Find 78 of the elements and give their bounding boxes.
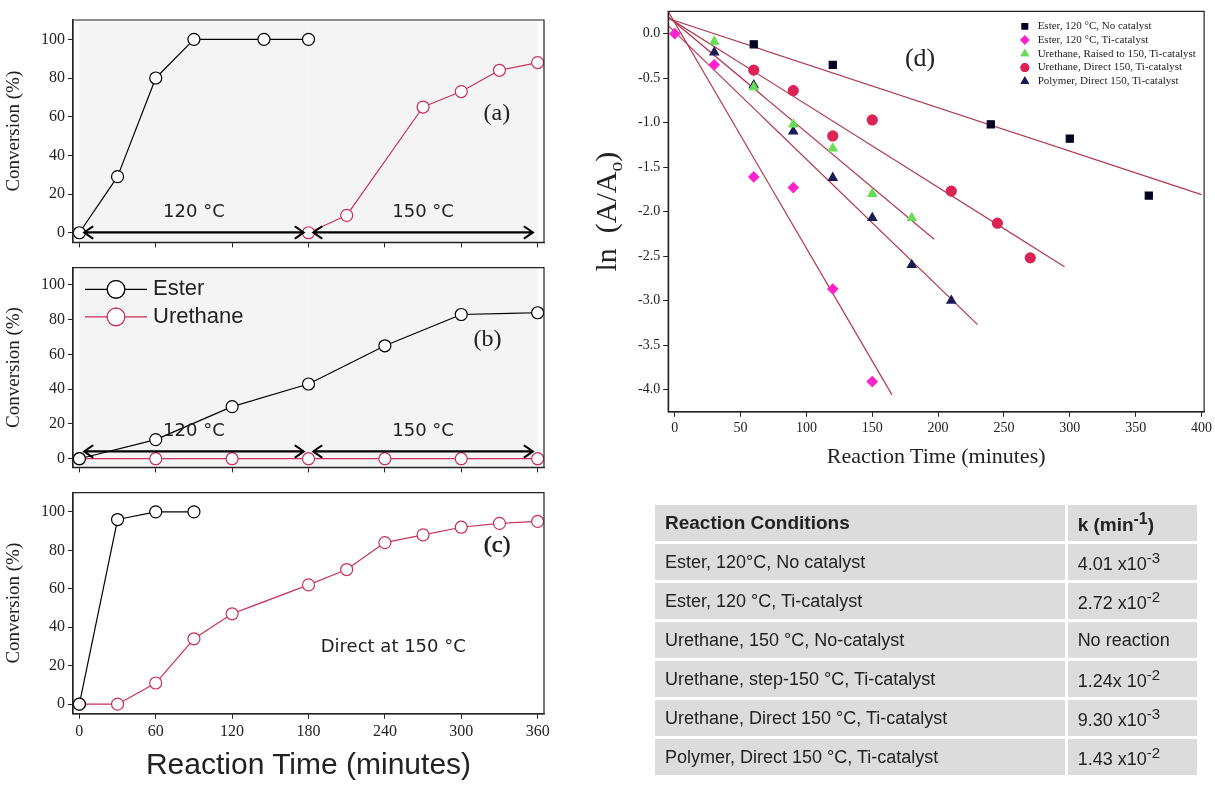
band-label: 150 °C [392,200,454,222]
text: 4.01 x10$^{-3}$ [1067,544,1197,580]
legend-label: Ester, 120 °C, No catalyst [1037,19,1152,32]
y-axis-title: Conversion (%) [1,542,24,664]
annotation: (a) [483,98,511,125]
x-tick-label: 200 [927,419,949,435]
x-axis-title: Reaction Time (minutes) [826,442,1046,468]
x-tick-label: 120 [220,721,245,739]
y-tick-label: 80 [49,540,65,558]
x-tick-label: 50 [733,419,748,435]
y-tick-label: -4.0 [637,381,661,397]
legend-label: Urethane, Direct 150, Ti-catalyst [1037,60,1183,73]
x-tick-label: 0 [75,721,84,739]
y-tick-label: -0.5 [637,69,661,85]
y-tick-label: 80 [49,309,65,327]
y-axis-title: Conversion (%) [1,307,24,428]
y-tick-label: 60 [49,344,65,362]
y-axis-title: ln (A/Ao) [588,151,627,272]
annotation: (b) [473,324,502,351]
legend-label: Ester [153,275,205,301]
y-tick-label: 0 [57,694,65,712]
text: Reaction Conditions [655,505,1065,541]
text: 9.30 x10$^{-3}$ [1067,700,1197,736]
text: Polymer, Direct 150 °C, Ti-catalyst [655,739,1065,775]
y-tick-label: -2.5 [637,247,661,263]
annotation: (c) [484,530,511,557]
x-tick-label: 60 [147,721,164,739]
text: Urethane, Direct 150 °C, Ti-catalyst [655,700,1065,736]
y-tick-label: 100 [41,29,65,47]
x-tick-label: 300 [449,721,474,739]
y-tick-label: 60 [49,578,65,596]
legend-label: Urethane [153,302,244,328]
x-tick-label: 360 [525,721,550,739]
x-tick-label: 100 [795,419,817,435]
y-tick-label: -1.5 [637,158,661,174]
annotation: Direct at 150 °C [320,635,466,657]
text: k (min$^{-1}$) [1067,505,1197,541]
text: Urethane, 150 °C, No-catalyst [655,622,1065,658]
text: No reaction [1067,622,1197,658]
y-tick-label: -2.0 [637,203,661,219]
x-tick-label: 300 [1059,419,1081,435]
y-tick-label: 40 [49,617,65,635]
legend-label: Polymer, Direct 150, Ti-catalyst [1037,74,1179,87]
y-axis-title: Conversion (%) [1,70,24,192]
x-tick-label: 250 [993,419,1015,435]
x-tick-label: 350 [1125,419,1147,435]
y-tick-label: 20 [49,655,65,673]
text: Ester, 120°C, No catalyst [655,544,1065,580]
text: 1.43 x10$^{-2}$ [1067,739,1197,775]
text: 1.24x 10$^{-2}$ [1067,661,1197,697]
band-label: 120 °C [163,200,225,222]
y-tick-label: 80 [49,68,65,86]
y-tick-label: 0 [57,222,65,240]
x-tick-label: 400 [1190,419,1212,435]
y-tick-label: 20 [49,184,65,202]
legend-label: Urethane, Raised to 150, Ti-catalyst [1037,46,1196,59]
annotation: (d) [904,43,936,73]
y-tick-label: 0.0 [642,25,661,41]
y-tick-label: 20 [49,414,65,432]
y-tick-label: -1.0 [637,114,661,130]
text: Ester, 120 °C, Ti-catalyst [655,583,1065,619]
x-tick-label: 150 [861,419,883,435]
text: Urethane, step-150 °C, Ti-catalyst [655,661,1065,697]
text: 2.72 x10$^{-2}$ [1067,583,1197,619]
y-tick-label: 100 [41,502,65,520]
legend-label: Ester, 120 °C, Ti-catalyst [1037,32,1149,45]
y-tick-label: 100 [41,275,65,293]
band-label: 150 °C [392,419,454,441]
y-tick-label: 40 [49,145,65,163]
x-tick-label: 240 [372,721,397,739]
y-tick-label: 0 [57,448,65,466]
y-tick-label: 60 [49,106,65,124]
y-tick-label: -3.0 [637,292,661,308]
x-axis-title: Reaction Time (minutes) [145,747,472,781]
x-tick-label: 180 [296,721,321,739]
x-tick-label: 0 [671,419,679,435]
y-tick-label: -3.5 [637,336,661,352]
y-tick-label: 40 [49,379,65,397]
